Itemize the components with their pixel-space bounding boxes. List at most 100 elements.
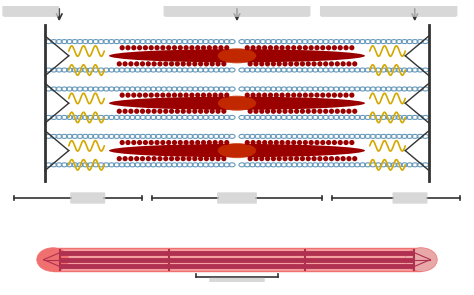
Circle shape xyxy=(340,61,346,66)
Circle shape xyxy=(169,156,174,161)
Circle shape xyxy=(172,93,177,98)
Circle shape xyxy=(198,109,203,114)
Circle shape xyxy=(291,45,296,50)
Circle shape xyxy=(186,109,191,114)
Circle shape xyxy=(183,93,189,98)
Circle shape xyxy=(303,140,308,145)
Circle shape xyxy=(181,109,186,114)
FancyBboxPatch shape xyxy=(209,278,265,285)
Circle shape xyxy=(311,61,317,66)
Circle shape xyxy=(183,140,189,145)
Circle shape xyxy=(131,45,137,50)
Ellipse shape xyxy=(109,96,365,110)
Circle shape xyxy=(219,93,224,98)
Circle shape xyxy=(131,93,137,98)
Circle shape xyxy=(128,156,134,161)
Circle shape xyxy=(283,156,288,161)
Circle shape xyxy=(309,140,314,145)
Circle shape xyxy=(323,61,328,66)
Circle shape xyxy=(221,109,227,114)
Circle shape xyxy=(117,109,122,114)
Circle shape xyxy=(195,45,201,50)
Circle shape xyxy=(283,61,288,66)
Circle shape xyxy=(349,45,355,50)
Circle shape xyxy=(335,156,340,161)
Circle shape xyxy=(340,109,346,114)
Circle shape xyxy=(125,93,130,98)
Circle shape xyxy=(329,61,334,66)
Circle shape xyxy=(352,61,357,66)
Circle shape xyxy=(186,156,191,161)
Circle shape xyxy=(183,45,189,50)
Circle shape xyxy=(268,45,273,50)
Circle shape xyxy=(163,156,168,161)
FancyBboxPatch shape xyxy=(392,192,428,204)
Circle shape xyxy=(198,156,203,161)
Circle shape xyxy=(262,93,267,98)
Circle shape xyxy=(160,93,165,98)
Circle shape xyxy=(207,140,212,145)
Circle shape xyxy=(117,156,122,161)
Circle shape xyxy=(201,140,206,145)
Circle shape xyxy=(207,45,212,50)
Circle shape xyxy=(172,45,177,50)
Circle shape xyxy=(253,109,258,114)
Circle shape xyxy=(253,61,258,66)
Ellipse shape xyxy=(37,248,69,271)
Circle shape xyxy=(181,61,186,66)
FancyBboxPatch shape xyxy=(53,248,421,271)
Circle shape xyxy=(178,45,183,50)
Circle shape xyxy=(143,45,148,50)
Circle shape xyxy=(262,140,267,145)
FancyBboxPatch shape xyxy=(320,2,457,17)
Circle shape xyxy=(128,61,134,66)
Circle shape xyxy=(119,140,125,145)
Circle shape xyxy=(265,61,270,66)
Circle shape xyxy=(309,45,314,50)
Circle shape xyxy=(332,45,337,50)
Circle shape xyxy=(349,93,355,98)
Circle shape xyxy=(140,109,145,114)
Circle shape xyxy=(271,61,276,66)
Circle shape xyxy=(297,140,302,145)
Circle shape xyxy=(329,109,334,114)
Circle shape xyxy=(181,156,186,161)
Circle shape xyxy=(306,61,311,66)
Circle shape xyxy=(335,109,340,114)
Circle shape xyxy=(277,156,282,161)
Circle shape xyxy=(198,61,203,66)
Circle shape xyxy=(317,156,322,161)
Circle shape xyxy=(277,61,282,66)
Circle shape xyxy=(140,156,145,161)
Circle shape xyxy=(152,156,157,161)
Circle shape xyxy=(155,45,160,50)
Circle shape xyxy=(294,61,299,66)
Circle shape xyxy=(221,61,227,66)
Circle shape xyxy=(303,93,308,98)
Circle shape xyxy=(212,140,218,145)
Circle shape xyxy=(149,93,154,98)
Circle shape xyxy=(291,93,296,98)
Circle shape xyxy=(332,140,337,145)
Circle shape xyxy=(192,61,197,66)
Ellipse shape xyxy=(405,248,437,271)
Circle shape xyxy=(271,156,276,161)
FancyBboxPatch shape xyxy=(70,192,105,204)
Circle shape xyxy=(300,61,305,66)
Circle shape xyxy=(146,156,151,161)
Circle shape xyxy=(125,140,130,145)
Circle shape xyxy=(352,156,357,161)
Circle shape xyxy=(210,109,215,114)
Circle shape xyxy=(212,93,218,98)
Circle shape xyxy=(311,156,317,161)
Circle shape xyxy=(349,140,355,145)
Circle shape xyxy=(268,140,273,145)
Circle shape xyxy=(245,93,250,98)
FancyBboxPatch shape xyxy=(164,2,310,17)
Circle shape xyxy=(137,140,142,145)
Circle shape xyxy=(285,93,291,98)
Circle shape xyxy=(297,93,302,98)
Circle shape xyxy=(320,93,325,98)
Circle shape xyxy=(323,109,328,114)
Circle shape xyxy=(122,156,128,161)
